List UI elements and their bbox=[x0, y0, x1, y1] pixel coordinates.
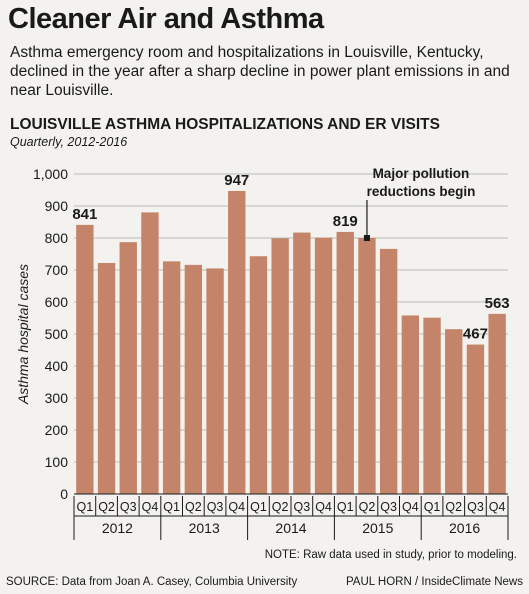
y-tick-label: 800 bbox=[45, 230, 69, 246]
y-tick-label: 1,000 bbox=[33, 166, 68, 182]
bar bbox=[336, 231, 354, 495]
bar bbox=[358, 238, 376, 494]
x-tick-label: Q1 bbox=[250, 500, 267, 514]
bar bbox=[293, 232, 311, 494]
y-tick-label: 600 bbox=[45, 294, 69, 310]
data-label: 563 bbox=[485, 295, 510, 312]
y-tick-label: 500 bbox=[45, 326, 69, 342]
bar bbox=[271, 238, 289, 494]
x-tick-label: Q4 bbox=[489, 500, 506, 514]
year-label: 2013 bbox=[189, 520, 220, 536]
x-tick-label: Q4 bbox=[402, 500, 419, 514]
bar bbox=[162, 261, 181, 494]
source-credit: SOURCE: Data from Joan A. Casey, Columbi… bbox=[6, 576, 298, 588]
x-tick-label: Q4 bbox=[228, 500, 245, 514]
data-label: 467 bbox=[463, 326, 488, 343]
year-label: 2015 bbox=[362, 520, 393, 536]
x-tick-label: Q3 bbox=[120, 500, 137, 514]
x-tick-label: Q2 bbox=[98, 500, 115, 514]
bar bbox=[314, 237, 333, 494]
bar bbox=[445, 329, 463, 494]
x-tick-label: Q2 bbox=[445, 500, 462, 514]
x-tick-label: Q3 bbox=[467, 500, 484, 514]
y-tick-label: 300 bbox=[45, 390, 69, 406]
bar bbox=[141, 212, 159, 494]
bar bbox=[488, 313, 506, 494]
annotation-marker bbox=[363, 235, 370, 241]
x-tick-label: Q1 bbox=[163, 500, 180, 514]
x-tick-label: Q4 bbox=[142, 500, 159, 514]
bar bbox=[249, 256, 268, 494]
y-tick-label: 700 bbox=[45, 262, 69, 278]
y-tick-label: 0 bbox=[60, 486, 68, 502]
bar bbox=[206, 268, 224, 494]
x-tick-label: Q2 bbox=[359, 500, 376, 514]
year-label: 2016 bbox=[449, 520, 480, 536]
x-tick-label: Q1 bbox=[337, 500, 354, 514]
x-tick-label: Q1 bbox=[77, 500, 94, 514]
bar-chart: 0 100 200 300 400 500 600 700 800 900 1,000 Asthma … bbox=[15, 166, 510, 540]
y-tick-label: 900 bbox=[45, 198, 69, 214]
annotation-text: Major pollution bbox=[373, 166, 470, 181]
bar bbox=[401, 315, 420, 494]
author-credit: PAUL HORN / InsideClimate News bbox=[345, 576, 523, 588]
x-tick-label: Q1 bbox=[424, 500, 441, 514]
data-label: 841 bbox=[72, 206, 97, 223]
x-tick-label: Q4 bbox=[315, 500, 332, 514]
y-axis-label: Asthma hospital cases bbox=[15, 264, 31, 405]
bar bbox=[97, 262, 116, 494]
x-tick-label: Q3 bbox=[294, 500, 311, 514]
chart-subtitle: Quarterly, 2012-2016 bbox=[10, 135, 128, 149]
x-tick-label: Q2 bbox=[185, 500, 202, 514]
data-label: 819 bbox=[333, 213, 358, 230]
y-tick-label: 100 bbox=[45, 454, 69, 470]
bar bbox=[184, 264, 203, 494]
bar bbox=[119, 242, 137, 494]
data-label: 947 bbox=[224, 172, 249, 189]
bar bbox=[76, 224, 94, 494]
bar bbox=[423, 317, 441, 494]
page-title: Cleaner Air and Asthma bbox=[8, 3, 324, 35]
x-tick-label: Q2 bbox=[272, 500, 289, 514]
bar bbox=[466, 344, 485, 494]
annotation-text: reductions begin bbox=[367, 184, 476, 199]
x-tick-label: Q3 bbox=[207, 500, 224, 514]
x-tick-label: Q3 bbox=[380, 500, 397, 514]
page-subtitle: Asthma emergency room and hospitalizatio… bbox=[10, 44, 510, 99]
chart-note: NOTE: Raw data used in study, prior to m… bbox=[264, 549, 517, 561]
y-tick-label: 200 bbox=[45, 422, 69, 438]
bar bbox=[228, 190, 246, 494]
chart-title: LOUISVILLE ASTHMA HOSPITALIZATIONS AND E… bbox=[10, 116, 440, 133]
bar bbox=[379, 248, 398, 494]
year-label: 2014 bbox=[275, 520, 306, 536]
year-label: 2012 bbox=[102, 520, 133, 536]
y-tick-label: 400 bbox=[45, 358, 69, 374]
